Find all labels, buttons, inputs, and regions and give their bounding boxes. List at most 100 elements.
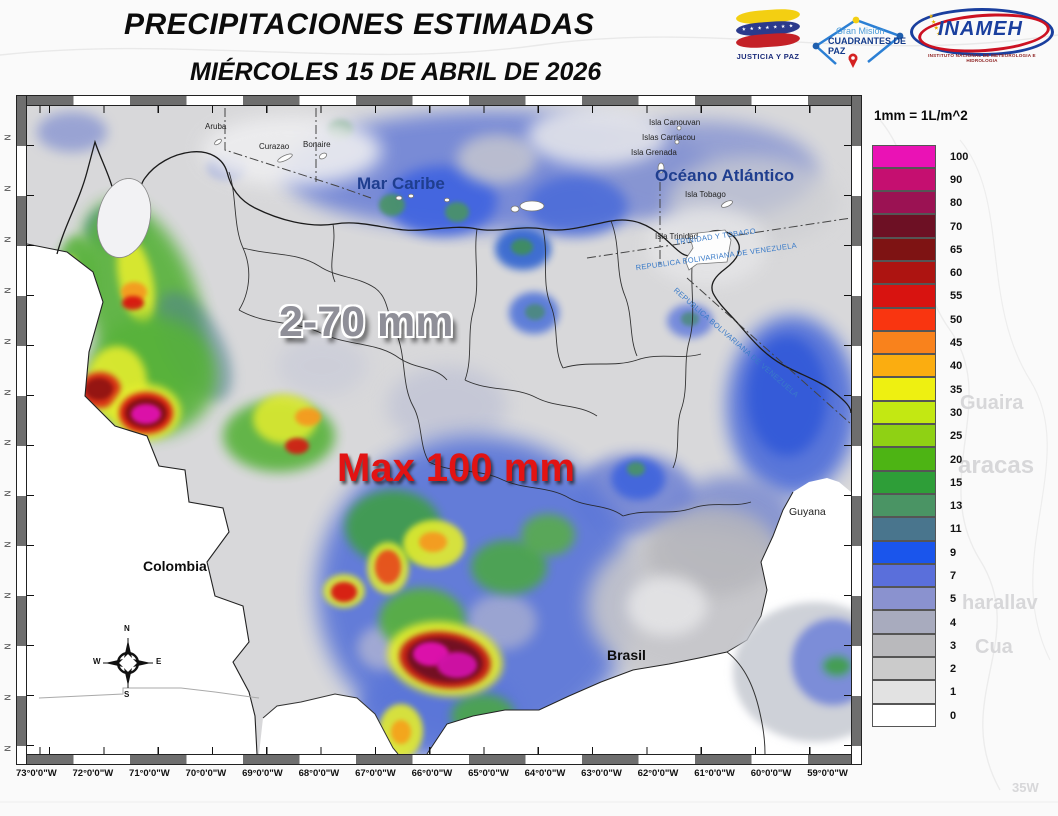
legend-color-swatch <box>872 470 936 494</box>
longitude-label: 63°0'0"W <box>581 768 622 779</box>
legend-color-swatch <box>872 330 936 355</box>
watermark-text: Cua <box>975 636 1013 658</box>
legend-value: 35 <box>950 383 963 396</box>
island-label: Isla Tobago <box>685 190 726 199</box>
legend-row: 25 <box>872 424 1052 448</box>
legend-color-swatch <box>872 424 936 448</box>
page-title: PRECIPITACIONES ESTIMADAS <box>124 8 595 41</box>
compass-n: N <box>124 624 130 633</box>
legend-row: 40 <box>872 354 1052 378</box>
longitude-label: 64°0'0"W <box>524 768 566 779</box>
legend-row: 7 <box>872 563 1052 588</box>
legend-scale: 100 90 80 70 65 <box>872 144 1052 727</box>
cuadrantes-de-paz-logo: Gran Misión CUADRANTES DE PAZ <box>806 12 910 70</box>
legend-row: 0 <box>872 703 1052 727</box>
legend-value: 20 <box>950 453 963 466</box>
map-frame-right <box>851 95 862 765</box>
map-frame-left <box>16 95 27 765</box>
longitude-label: 71°0'0"W <box>129 768 170 779</box>
legend-color-swatch <box>872 703 936 727</box>
watermark-text: harallav <box>962 592 1038 614</box>
legend-row: 50 <box>872 307 1052 331</box>
legend-color-swatch <box>872 633 936 658</box>
legend-row: 35 <box>872 377 1052 401</box>
legend-color-swatch <box>872 260 936 285</box>
legend-color-swatch <box>872 354 936 378</box>
island-label: Isla Grenada <box>631 148 677 157</box>
legend-color-swatch <box>872 587 936 611</box>
legend-value: 50 <box>950 313 963 326</box>
legend-value: 80 <box>950 197 963 210</box>
legend-value: 45 <box>950 337 963 350</box>
legend-color-swatch <box>872 680 936 704</box>
inameh-outer-ellipse <box>910 8 1054 56</box>
legend-row: 5 <box>872 587 1052 611</box>
legend-value: 55 <box>950 290 963 303</box>
island-label: Isla Canouvan <box>649 118 701 127</box>
legend-value: 7 <box>950 569 957 582</box>
legend-row: 80 <box>872 191 1052 215</box>
inameh-logo: ★★★★ INAMEH INSTITUTO NACIONAL DE METEOR… <box>908 6 1054 64</box>
legend-row: 100 <box>872 144 1052 168</box>
legend-row: 11 <box>872 517 1052 541</box>
legend-value: 90 <box>950 173 963 186</box>
legend-row: 45 <box>872 330 1052 355</box>
legend-color-swatch <box>872 517 936 541</box>
country-label-brasil: Brasil <box>607 647 646 663</box>
island-label: Curazao <box>259 142 290 151</box>
latitude-label: N <box>3 643 13 650</box>
latitude-label: N <box>3 389 13 395</box>
longitude-label: 70°0'0"W <box>185 768 227 779</box>
legend-color-swatch <box>872 377 936 401</box>
latitude-label: N <box>3 338 13 345</box>
bottom-ticks <box>27 747 851 754</box>
legend-color-swatch <box>872 400 936 425</box>
latitude-label: N <box>3 440 13 446</box>
legend-row: 90 <box>872 167 1052 192</box>
longitude-label: 65°0'0"W <box>468 768 509 779</box>
latitude-label: N <box>3 134 13 141</box>
latitude-label: N <box>3 541 13 548</box>
inameh-wordmark: INAMEH <box>938 18 1023 40</box>
legend-value: 40 <box>950 360 963 373</box>
legend-color-swatch <box>872 447 936 471</box>
justicia-y-paz-logo: ★ ★ ★ ★ ★ ★ ★ JUSTICIA Y PAZ <box>735 7 801 64</box>
latitude-label: N <box>3 490 13 497</box>
latitude-axis: N N N N N N N N N N N N N <box>0 95 16 765</box>
map-canvas: Mar Caribe Océano Atlántico Colombia Bra… <box>27 106 851 754</box>
legend-row: 30 <box>872 400 1052 425</box>
country-label-colombia: Colombia <box>143 558 207 574</box>
latitude-label: N <box>3 287 13 294</box>
watermark-text: Guaira <box>960 392 1024 414</box>
compass-e: E <box>156 657 162 666</box>
legend-row: 20 <box>872 447 1052 471</box>
country-label-guyana: Guyana <box>789 506 826 518</box>
legend-row: 55 <box>872 284 1052 308</box>
justicia-caption: JUSTICIA Y PAZ <box>736 52 800 61</box>
legend-color-swatch <box>872 563 936 588</box>
legend-row: 4 <box>872 610 1052 634</box>
watermark-text: 35W <box>1012 780 1039 795</box>
top-ticks <box>27 106 851 113</box>
island-label: Isla Trinidad <box>655 232 699 241</box>
precipitation-legend: 1mm = 1L/m^2 100 90 80 <box>872 108 1052 727</box>
legend-value: 3 <box>950 639 957 652</box>
island-label: Bonaire <box>303 140 331 149</box>
longitude-label: 67°0'0"W <box>355 768 396 779</box>
latitude-label: N <box>3 236 13 243</box>
map-frame-top <box>16 95 862 106</box>
longitude-label: 69°0'0"W <box>242 768 283 779</box>
longitude-label: 73°0'0"W <box>16 768 57 779</box>
legend-color-swatch <box>872 144 936 168</box>
compass-rose: N S W E <box>93 624 163 702</box>
legend-color-swatch <box>872 214 936 238</box>
longitude-label: 68°0'0"W <box>298 768 340 779</box>
compass-w: W <box>93 657 101 666</box>
legend-value: 5 <box>950 593 957 606</box>
legend-value: 60 <box>950 267 963 280</box>
island-label: Aruba <box>205 122 227 131</box>
legend-color-swatch <box>872 540 936 564</box>
legend-color-swatch <box>872 657 936 681</box>
legend-color-swatch <box>872 191 936 215</box>
